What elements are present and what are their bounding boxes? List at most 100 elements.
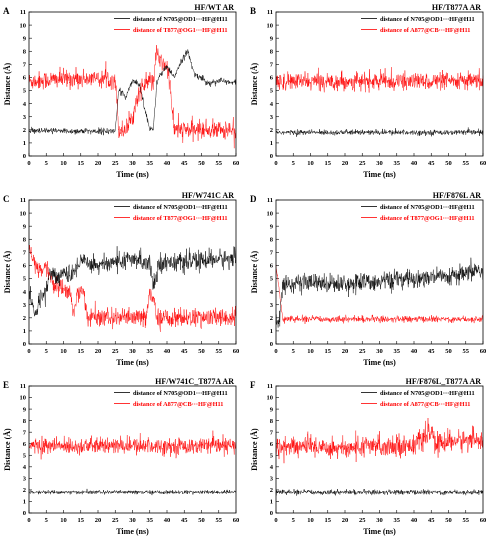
x-tick-label: 55 xyxy=(463,517,470,524)
y-tick-label: 7 xyxy=(23,62,27,69)
x-tick-label: 5 xyxy=(45,348,49,355)
x-tick-label: 45 xyxy=(181,160,188,167)
series-line-red xyxy=(275,67,484,93)
panel-letter: C xyxy=(3,194,10,204)
x-tick-label: 30 xyxy=(129,348,136,355)
y-tick-label: 1 xyxy=(270,328,273,335)
series-line-red xyxy=(275,417,484,464)
x-tick-label: 40 xyxy=(164,517,171,524)
y-tick-label: 0 xyxy=(270,341,273,348)
chart-panel-f: F HF/F876L_T877A AR Distance (Å) Time (ns) 0… xyxy=(250,377,486,536)
chart-title: HF/T877A AR xyxy=(432,3,481,12)
series-line-black xyxy=(275,488,484,496)
series-line-black xyxy=(28,246,237,317)
y-tick-label: 3 xyxy=(23,114,27,121)
x-tick-label: 0 xyxy=(274,517,277,524)
y-axis-label: Distance (Å) xyxy=(3,62,12,105)
x-tick-label: 20 xyxy=(95,348,102,355)
y-tick-label: 1 xyxy=(270,140,273,147)
y-tick-label: 1 xyxy=(23,328,26,335)
x-tick-label: 25 xyxy=(112,160,119,167)
series-line-black xyxy=(275,257,484,328)
x-tick-label: 20 xyxy=(342,160,349,167)
series-line-red xyxy=(28,45,237,149)
x-tick-label: 5 xyxy=(45,160,49,167)
x-tick-label: 30 xyxy=(376,160,383,167)
y-tick-label: 8 xyxy=(270,48,274,55)
legend-entry: distance of N705@OD1···HF@H11 xyxy=(380,204,475,211)
x-tick-label: 35 xyxy=(147,517,154,524)
x-tick-label: 20 xyxy=(95,517,102,524)
y-tick-label: 11 xyxy=(267,383,273,390)
y-tick-label: 2 xyxy=(23,315,26,322)
x-tick-label: 15 xyxy=(325,348,332,355)
x-tick-label: 45 xyxy=(181,348,188,355)
chart-title: HF/F876L AR xyxy=(433,191,481,200)
x-tick-label: 0 xyxy=(27,160,30,167)
y-tick-label: 11 xyxy=(267,9,273,16)
x-tick-label: 50 xyxy=(198,348,205,355)
y-tick-label: 2 xyxy=(270,315,273,322)
x-tick-label: 25 xyxy=(112,517,119,524)
x-tick-label: 60 xyxy=(233,348,240,355)
y-axis-label: Distance (Å) xyxy=(250,62,259,105)
x-axis-label: Time (ns) xyxy=(363,170,396,179)
x-tick-label: 15 xyxy=(78,517,85,524)
legend-entry: distance of T877@OG1···HF@H11 xyxy=(133,27,228,34)
y-tick-label: 10 xyxy=(20,395,27,402)
x-axis-label: Time (ns) xyxy=(116,527,149,536)
y-tick-label: 2 xyxy=(270,487,273,494)
x-tick-label: 15 xyxy=(78,160,85,167)
x-tick-label: 15 xyxy=(78,348,85,355)
y-axis-label: Distance (Å) xyxy=(250,250,259,293)
y-tick-label: 1 xyxy=(270,499,273,506)
y-tick-label: 6 xyxy=(23,263,27,270)
y-tick-label: 3 xyxy=(270,114,274,121)
y-tick-label: 3 xyxy=(270,302,274,309)
x-tick-label: 0 xyxy=(27,517,30,524)
x-axis-label: Time (ns) xyxy=(116,358,149,367)
x-tick-label: 50 xyxy=(445,517,452,524)
x-tick-label: 5 xyxy=(292,160,296,167)
x-tick-label: 10 xyxy=(60,517,67,524)
series-line-black xyxy=(275,127,484,137)
y-tick-label: 10 xyxy=(267,210,274,217)
x-tick-label: 50 xyxy=(445,348,452,355)
y-tick-label: 7 xyxy=(270,62,274,69)
x-tick-label: 35 xyxy=(394,160,401,167)
x-tick-label: 60 xyxy=(480,517,487,524)
y-tick-label: 6 xyxy=(23,75,27,82)
y-tick-label: 3 xyxy=(23,302,27,309)
x-axis-label: Time (ns) xyxy=(363,527,396,536)
y-tick-label: 9 xyxy=(270,406,274,413)
x-tick-label: 40 xyxy=(411,160,418,167)
chart-title: HF/W741C AR xyxy=(182,191,234,200)
y-tick-label: 4 xyxy=(270,101,274,108)
y-tick-label: 0 xyxy=(23,341,26,348)
y-tick-label: 6 xyxy=(270,441,274,448)
y-tick-label: 7 xyxy=(23,429,27,436)
x-tick-label: 45 xyxy=(428,160,435,167)
x-tick-label: 10 xyxy=(60,160,67,167)
y-tick-label: 6 xyxy=(23,441,27,448)
y-tick-label: 5 xyxy=(23,276,27,283)
x-tick-label: 50 xyxy=(445,160,452,167)
plot-frame xyxy=(275,385,484,514)
x-tick-label: 30 xyxy=(129,160,136,167)
x-tick-label: 10 xyxy=(60,348,67,355)
chart-title: HF/F876L_T877A AR xyxy=(406,377,482,386)
x-tick-label: 40 xyxy=(164,160,171,167)
x-tick-label: 5 xyxy=(292,517,296,524)
y-tick-label: 11 xyxy=(20,197,26,204)
y-tick-label: 10 xyxy=(267,22,274,29)
series-line-black xyxy=(28,49,237,136)
x-tick-label: 25 xyxy=(359,517,366,524)
y-tick-label: 8 xyxy=(23,236,27,243)
x-tick-label: 10 xyxy=(307,517,314,524)
x-tick-label: 15 xyxy=(325,160,332,167)
x-tick-label: 45 xyxy=(428,517,435,524)
x-tick-label: 60 xyxy=(233,160,240,167)
